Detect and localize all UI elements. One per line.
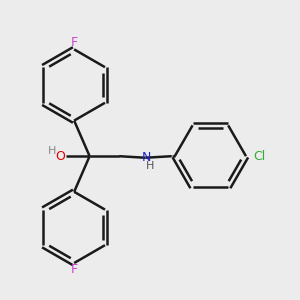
Text: Cl: Cl	[253, 150, 265, 163]
Text: O: O	[55, 150, 65, 163]
Text: F: F	[70, 36, 78, 49]
Text: F: F	[70, 263, 78, 276]
Text: H: H	[48, 146, 56, 156]
Text: H: H	[146, 161, 154, 171]
Text: N: N	[141, 151, 151, 164]
